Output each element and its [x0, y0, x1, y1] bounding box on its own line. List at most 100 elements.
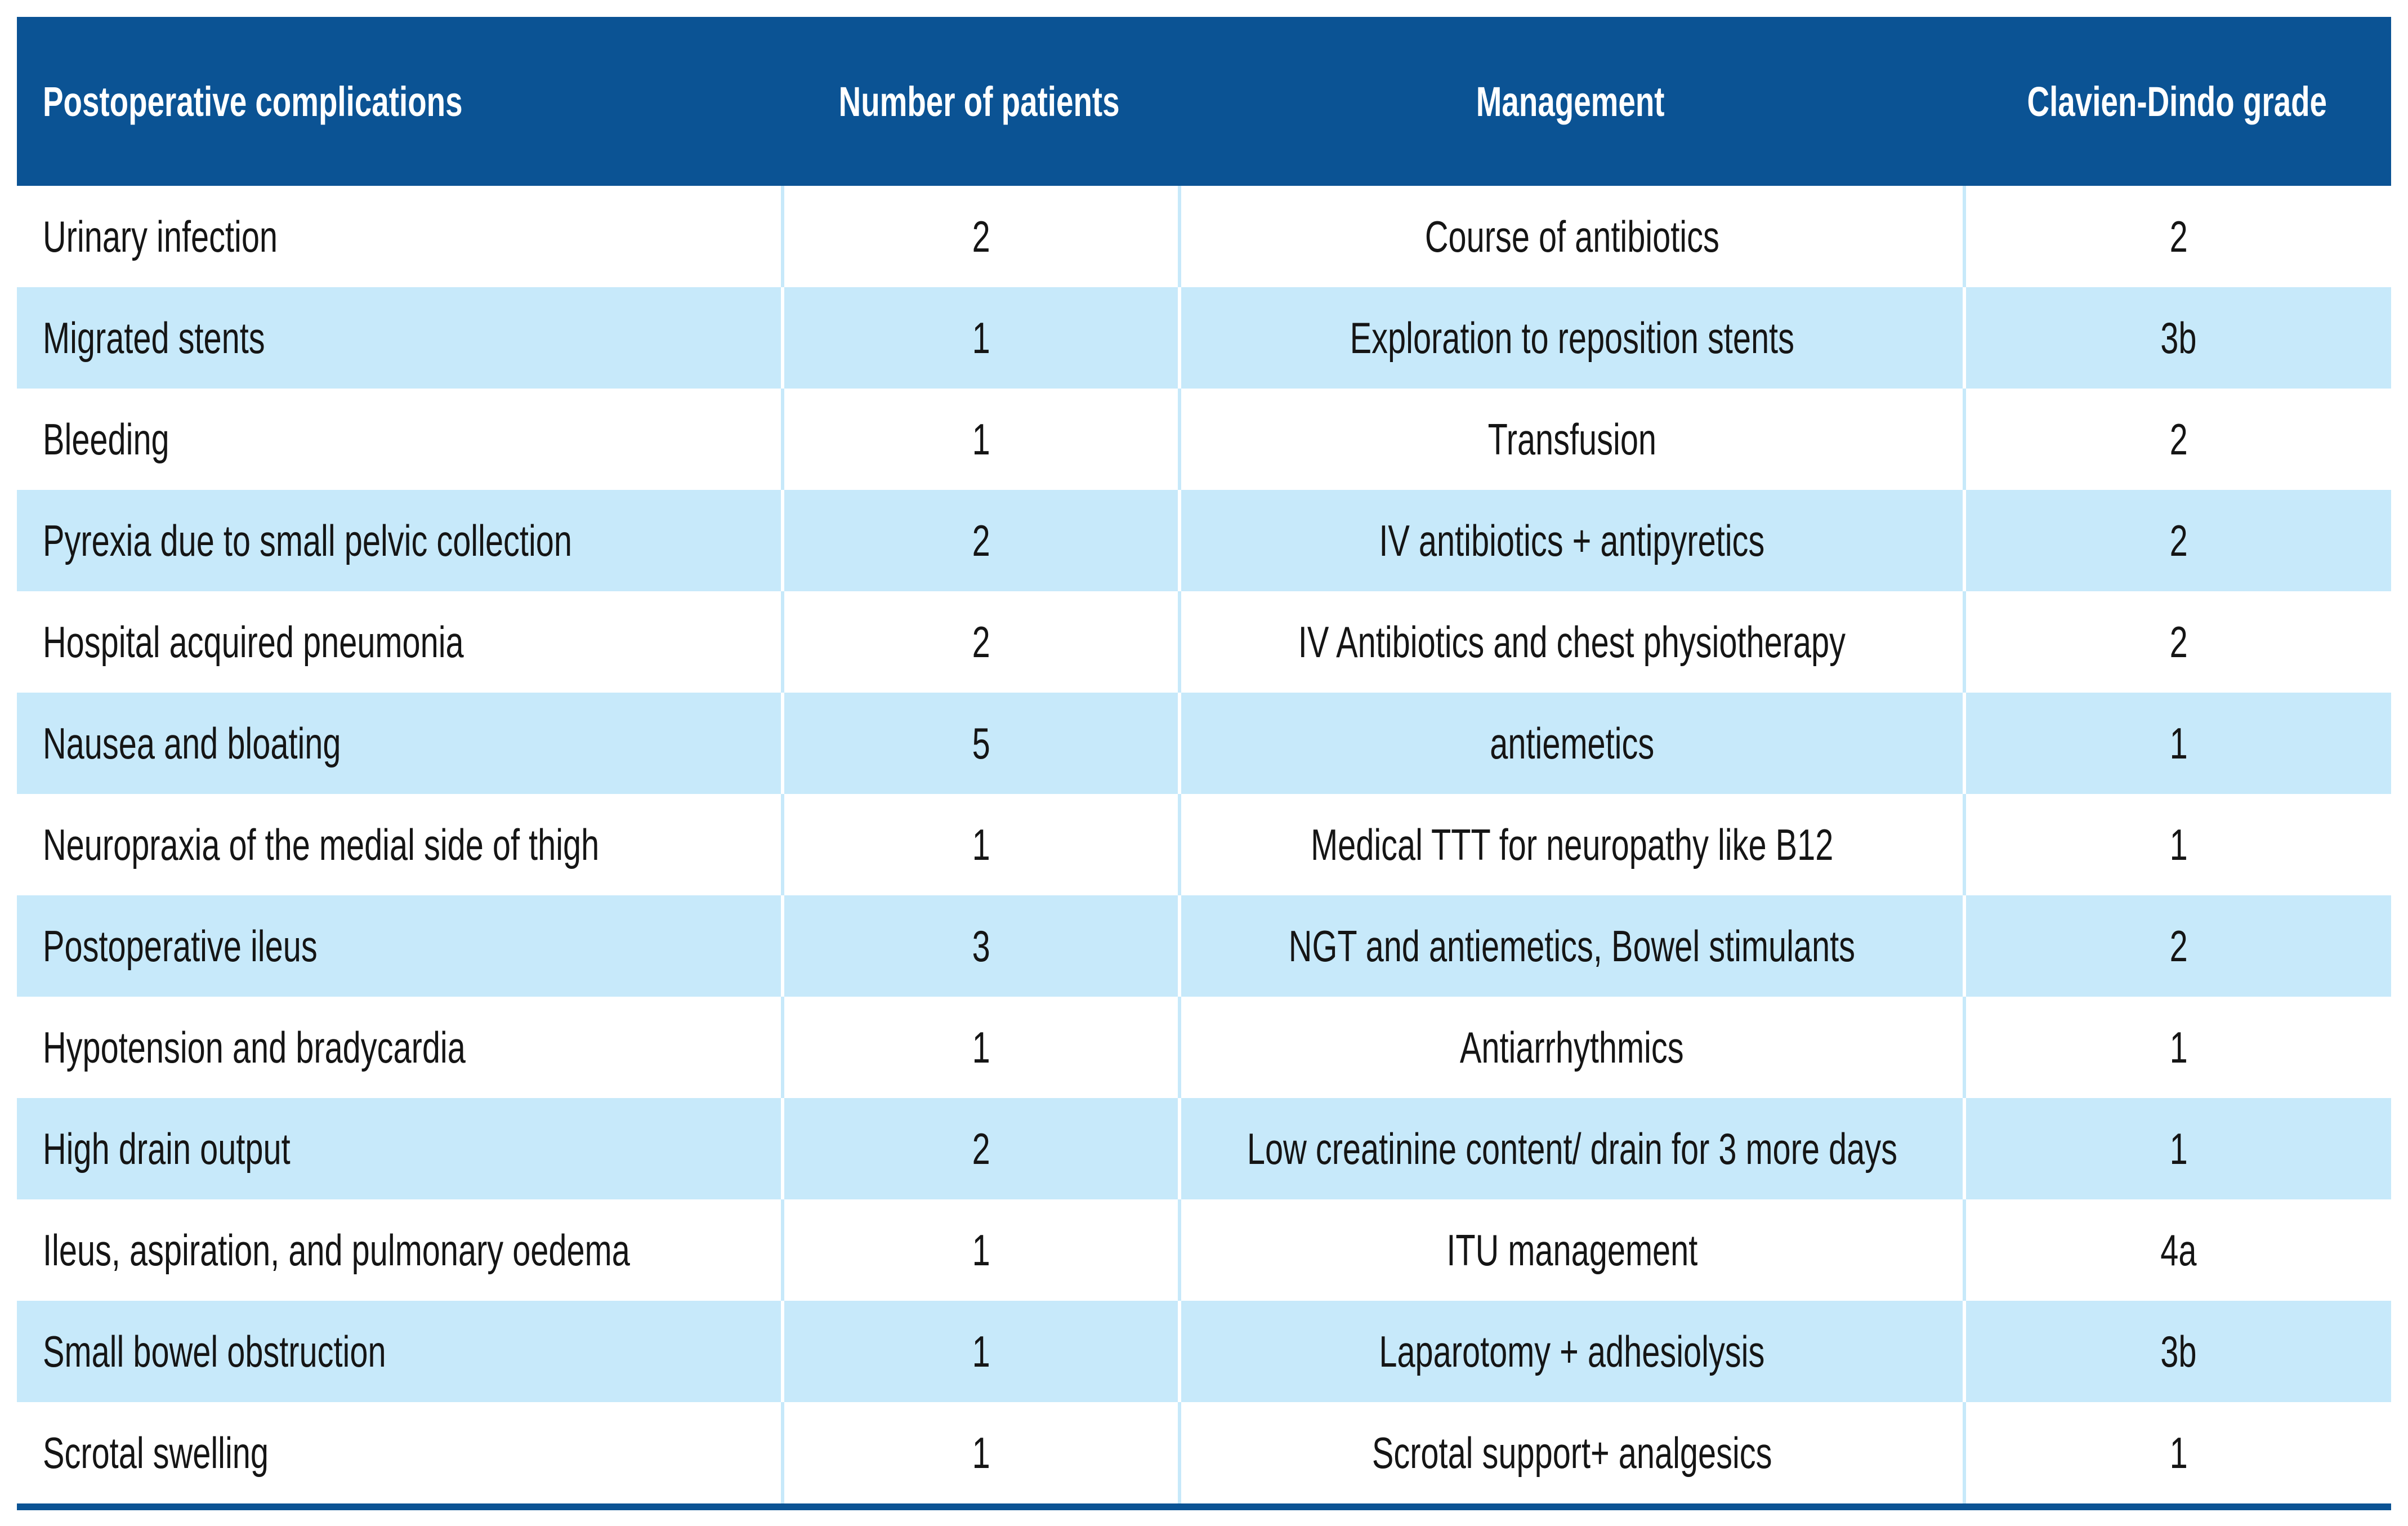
cell-text: 1 — [972, 1427, 990, 1478]
column-header-grade: Clavien-Dindo grade — [1963, 17, 2391, 186]
cell-number-of-patients: 1 — [781, 1199, 1178, 1301]
table-row: Small bowel obstruction 1 Laparotomy + a… — [17, 1301, 2391, 1402]
cell-text: Hospital acquired pneumonia — [43, 617, 464, 667]
cell-text: 2 — [2169, 921, 2188, 971]
cell-text: Transfusion — [1487, 414, 1656, 464]
cell-complication: High drain output — [17, 1098, 781, 1199]
cell-text: 2 — [972, 211, 990, 261]
table-row: Pyrexia due to small pelvic collection 2… — [17, 490, 2391, 591]
cell-text: Low creatinine content/ drain for 3 more… — [1247, 1123, 1897, 1173]
table-row: Nausea and bloating 5 antiemetics 1 — [17, 693, 2391, 794]
cell-management: Scrotal support+ analgesics — [1178, 1402, 1963, 1503]
cell-text: 3b — [2160, 1326, 2197, 1376]
cell-text: Ileus, aspiration, and pulmonary oedema — [43, 1225, 630, 1275]
cell-clavien-dindo-grade: 3b — [1963, 1301, 2391, 1402]
table-row: Scrotal swelling 1 Scrotal support+ anal… — [17, 1402, 2391, 1503]
cell-text: Small bowel obstruction — [43, 1326, 386, 1376]
cell-number-of-patients: 2 — [781, 591, 1178, 693]
cell-text: Pyrexia due to small pelvic collection — [43, 515, 572, 565]
cell-clavien-dindo-grade: 3b — [1963, 287, 2391, 389]
cell-text: 1 — [972, 414, 990, 464]
table-header-row: Postoperative complications Number of pa… — [17, 17, 2391, 186]
cell-text: 1 — [972, 819, 990, 869]
cell-number-of-patients: 3 — [781, 895, 1178, 997]
cell-complication: Small bowel obstruction — [17, 1301, 781, 1402]
table-row: Urinary infection 2 Course of antibiotic… — [17, 186, 2391, 287]
cell-text: 5 — [972, 718, 990, 768]
cell-complication: Migrated stents — [17, 287, 781, 389]
cell-clavien-dindo-grade: 2 — [1963, 591, 2391, 693]
column-header-patients: Number of patients — [781, 17, 1178, 186]
cell-text: 2 — [972, 515, 990, 565]
cell-text: Scrotal swelling — [43, 1427, 269, 1478]
cell-management: NGT and antiemetics, Bowel stimulants — [1178, 895, 1963, 997]
table-row: Hypotension and bradycardia 1 Antiarrhyt… — [17, 997, 2391, 1098]
cell-text: 2 — [972, 1123, 990, 1173]
cell-management: antiemetics — [1178, 693, 1963, 794]
cell-text: Medical TTT for neuropathy like B12 — [1310, 819, 1834, 869]
table-body: Urinary infection 2 Course of antibiotic… — [17, 186, 2391, 1503]
table-row: Ileus, aspiration, and pulmonary oedema … — [17, 1199, 2391, 1301]
column-header-label: Clavien-Dindo grade — [2027, 78, 2327, 125]
cell-number-of-patients: 2 — [781, 490, 1178, 591]
cell-management: Antiarrhythmics — [1178, 997, 1963, 1098]
cell-complication: Nausea and bloating — [17, 693, 781, 794]
cell-text: 2 — [2169, 515, 2188, 565]
cell-text: 1 — [2169, 1022, 2188, 1072]
cell-text: Urinary infection — [43, 211, 278, 261]
cell-text: 3 — [972, 921, 990, 971]
cell-text: Course of antibiotics — [1424, 211, 1719, 261]
cell-text: 1 — [2169, 1427, 2188, 1478]
cell-clavien-dindo-grade: 1 — [1963, 1098, 2391, 1199]
cell-clavien-dindo-grade: 2 — [1963, 389, 2391, 490]
cell-complication: Neuropraxia of the medial side of thigh — [17, 794, 781, 895]
cell-number-of-patients: 2 — [781, 186, 1178, 287]
cell-clavien-dindo-grade: 1 — [1963, 693, 2391, 794]
cell-number-of-patients: 1 — [781, 1301, 1178, 1402]
cell-text: Scrotal support+ analgesics — [1371, 1427, 1772, 1478]
cell-text: Nausea and bloating — [43, 718, 341, 768]
cell-text: Bleeding — [43, 414, 169, 464]
cell-clavien-dindo-grade: 2 — [1963, 895, 2391, 997]
cell-complication: Urinary infection — [17, 186, 781, 287]
cell-text: ITU management — [1446, 1225, 1697, 1275]
cell-complication: Hypotension and bradycardia — [17, 997, 781, 1098]
cell-management: Laparotomy + adhesiolysis — [1178, 1301, 1963, 1402]
cell-text: Migrated stents — [43, 313, 265, 363]
cell-text: 1 — [972, 1022, 990, 1072]
cell-text: 2 — [2169, 617, 2188, 667]
cell-complication: Pyrexia due to small pelvic collection — [17, 490, 781, 591]
cell-text: 2 — [2169, 414, 2188, 464]
cell-text: 4a — [2160, 1225, 2197, 1275]
cell-clavien-dindo-grade: 1 — [1963, 1402, 2391, 1503]
column-header-label: Number of patients — [839, 78, 1120, 125]
table-row: High drain output 2 Low creatinine conte… — [17, 1098, 2391, 1199]
cell-management: Exploration to reposition stents — [1178, 287, 1963, 389]
cell-text: 1 — [2169, 718, 2188, 768]
table-row: Neuropraxia of the medial side of thigh … — [17, 794, 2391, 895]
cell-text: antiemetics — [1490, 718, 1654, 768]
column-header-complications: Postoperative complications — [17, 17, 781, 186]
cell-clavien-dindo-grade: 2 — [1963, 490, 2391, 591]
cell-number-of-patients: 2 — [781, 1098, 1178, 1199]
cell-management: IV Antibiotics and chest physiotherapy — [1178, 591, 1963, 693]
cell-text: Laparotomy + adhesiolysis — [1379, 1326, 1765, 1376]
column-header-label: Postoperative complications — [43, 78, 463, 125]
cell-complication: Hospital acquired pneumonia — [17, 591, 781, 693]
cell-text: Neuropraxia of the medial side of thigh — [43, 819, 600, 869]
cell-complication: Postoperative ileus — [17, 895, 781, 997]
cell-complication: Bleeding — [17, 389, 781, 490]
cell-clavien-dindo-grade: 4a — [1963, 1199, 2391, 1301]
cell-management: ITU management — [1178, 1199, 1963, 1301]
cell-management: Course of antibiotics — [1178, 186, 1963, 287]
table-row: Bleeding 1 Transfusion 2 — [17, 389, 2391, 490]
cell-text: Hypotension and bradycardia — [43, 1022, 466, 1072]
cell-number-of-patients: 1 — [781, 997, 1178, 1098]
cell-text: 1 — [972, 313, 990, 363]
cell-text: IV Antibiotics and chest physiotherapy — [1298, 617, 1846, 667]
cell-number-of-patients: 1 — [781, 389, 1178, 490]
cell-text: 2 — [972, 617, 990, 667]
cell-text: 1 — [2169, 819, 2188, 869]
column-header-management: Management — [1178, 17, 1963, 186]
cell-number-of-patients: 1 — [781, 1402, 1178, 1503]
